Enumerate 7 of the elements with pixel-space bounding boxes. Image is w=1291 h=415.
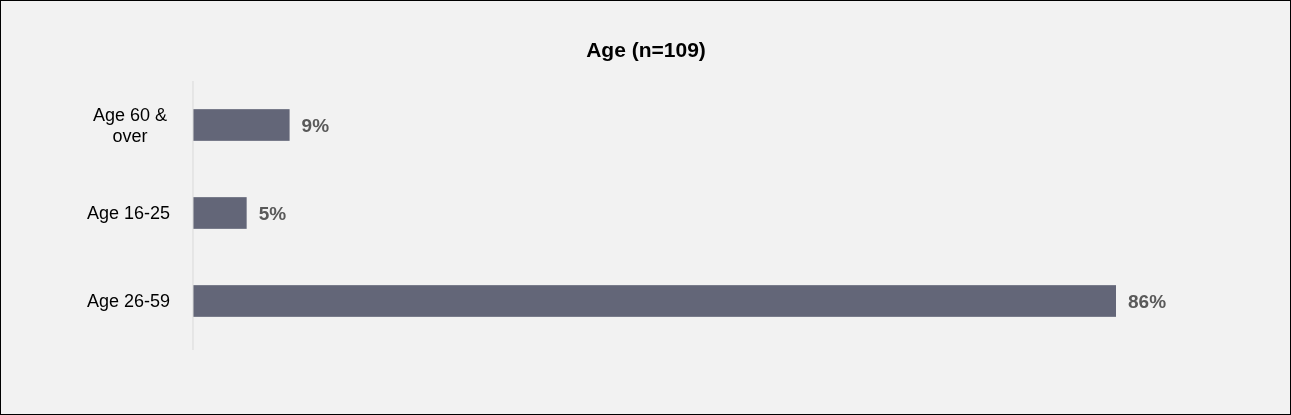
y-tick-label: Age 60 & over — [92, 104, 168, 147]
data-label: 9% — [301, 114, 330, 136]
y-tick-label: Age 16-25 — [86, 203, 170, 224]
y-tick-label: Age 26-59 — [86, 291, 170, 312]
chart-title: Age (n=109) — [586, 38, 706, 61]
data-label: 86% — [1128, 290, 1167, 312]
data-label: 5% — [258, 202, 287, 224]
